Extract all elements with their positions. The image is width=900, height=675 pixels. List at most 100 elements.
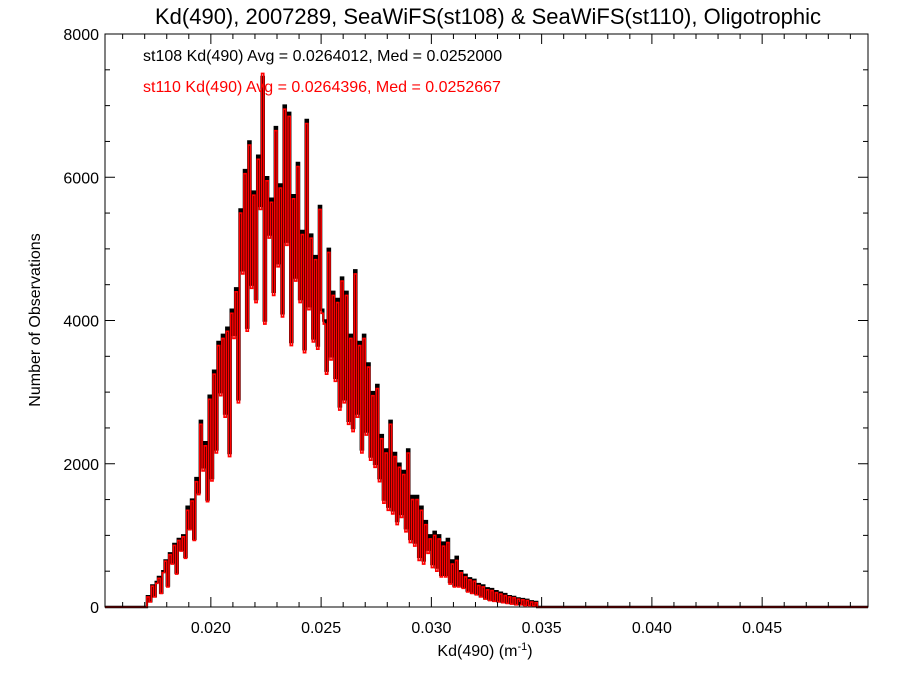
bar-st110-140 xyxy=(414,546,416,607)
bar-st110-120 xyxy=(370,460,372,607)
bar-st108-56 xyxy=(228,453,230,607)
y-tick-label: 4000 xyxy=(63,314,99,331)
x-tick-label: 0.030 xyxy=(411,620,451,637)
y-tick-label: 2000 xyxy=(63,457,99,474)
bar-st108-72 xyxy=(264,321,266,608)
bar-st108-98 xyxy=(321,310,323,607)
bar-st108-146 xyxy=(427,550,429,607)
bar-st108-88 xyxy=(299,299,301,607)
bar-st108-154 xyxy=(445,575,447,607)
bar-st108-92 xyxy=(308,306,310,607)
bar-st110-134 xyxy=(401,517,403,607)
bar-st110-92 xyxy=(308,310,310,607)
bar-st110-122 xyxy=(374,467,376,607)
x-tick-label: 0.025 xyxy=(301,620,341,637)
bar-st110-56 xyxy=(228,457,230,607)
bar-st110-72 xyxy=(264,324,266,607)
x-tick-label: 0.045 xyxy=(742,620,782,637)
bar-st108-74 xyxy=(268,235,270,607)
bar-st108-36 xyxy=(184,557,186,607)
bar-st110-98 xyxy=(321,313,323,607)
bar-st108-136 xyxy=(405,528,407,607)
bar-st110-32 xyxy=(176,574,178,607)
bar-st110-146 xyxy=(427,553,429,607)
bar-st108-170 xyxy=(480,596,482,607)
bar-st108-102 xyxy=(330,356,332,607)
bar-st110-144 xyxy=(423,564,425,607)
bar-st108-34 xyxy=(180,550,182,607)
bar-st108-48 xyxy=(211,478,213,607)
bar-st110-76 xyxy=(273,295,275,607)
bar-st108-156 xyxy=(449,582,451,607)
bar-st108-126 xyxy=(383,500,385,607)
x-tick-label: 0.020 xyxy=(191,620,231,637)
x-tick-label: 0.035 xyxy=(522,620,562,637)
series-line-st110 xyxy=(105,72,868,608)
bar-st110-108 xyxy=(343,403,345,607)
bar-st108-138 xyxy=(409,539,411,607)
bar-st108-118 xyxy=(365,432,367,607)
bar-st108-25 xyxy=(160,593,162,607)
bar-st110-64 xyxy=(246,331,248,607)
bar-st110-112 xyxy=(352,432,354,607)
bar-st110-60 xyxy=(237,403,239,607)
bar-st108-108 xyxy=(343,399,345,607)
bar-st108-162 xyxy=(462,587,464,607)
series-line-st108 xyxy=(105,75,868,609)
bar-st110-52 xyxy=(220,396,222,607)
series-st108 xyxy=(105,75,868,609)
bar-st108-122 xyxy=(374,464,376,607)
bar-st110-172 xyxy=(484,599,486,607)
bar-st110-78 xyxy=(277,267,279,607)
bar-st110-170 xyxy=(480,597,482,607)
bar-st108-128 xyxy=(387,507,389,607)
bar-st108-78 xyxy=(277,263,279,607)
bar-st110-160 xyxy=(458,587,460,607)
y-tick-label: 8000 xyxy=(63,27,99,44)
bar-st108-112 xyxy=(352,428,354,607)
bar-st110-74 xyxy=(268,238,270,607)
bar-st110-42 xyxy=(198,495,200,607)
bar-st110-82 xyxy=(286,245,288,607)
bar-st110-138 xyxy=(409,543,411,607)
chart-title: Kd(490), 2007289, SeaWiFS(st108) & SeaWi… xyxy=(155,4,821,29)
bar-st110-118 xyxy=(365,435,367,607)
bar-st108-76 xyxy=(273,292,275,607)
bar-st108-42 xyxy=(198,492,200,607)
stat-annotations: st108 Kd(490) Avg = 0.0264012, Med = 0.0… xyxy=(143,48,502,96)
bar-st108-152 xyxy=(440,575,442,607)
bar-st110-102 xyxy=(330,360,332,607)
bar-st108-164 xyxy=(467,591,469,607)
bar-st110-22 xyxy=(154,597,156,607)
bar-st110-62 xyxy=(242,274,244,607)
bar-st110-150 xyxy=(436,571,438,607)
bar-st110-25 xyxy=(160,593,162,607)
plot-frame xyxy=(104,33,869,608)
bar-st110-152 xyxy=(440,577,442,607)
bar-st110-46 xyxy=(206,502,208,607)
bar-st110-70 xyxy=(259,209,261,607)
bar-st110-80 xyxy=(281,317,283,607)
bar-st108-120 xyxy=(370,457,372,607)
bar-st108-142 xyxy=(418,557,420,607)
bar-st108-80 xyxy=(281,313,283,607)
bar-st108-22 xyxy=(154,596,156,607)
y-axis: 0 2000 4000 6000 8000 xyxy=(63,27,868,617)
bar-st108-90 xyxy=(303,349,305,607)
bar-st110-94 xyxy=(312,342,314,607)
bar-st108-116 xyxy=(361,449,363,607)
series-st110 xyxy=(105,72,868,608)
bar-st108-124 xyxy=(378,478,380,607)
y-axis-label: Number of Observations xyxy=(27,233,44,406)
bar-st110-96 xyxy=(317,349,319,607)
bar-st110-34 xyxy=(180,551,182,607)
stat-line-st108: st108 Kd(490) Avg = 0.0264012, Med = 0.0… xyxy=(143,48,502,65)
bar-st110-132 xyxy=(396,525,398,607)
bar-st108-40 xyxy=(193,539,195,607)
bar-st108-140 xyxy=(414,543,416,607)
bar-st108-82 xyxy=(286,242,288,607)
bars-layer xyxy=(105,72,868,609)
bar-st108-52 xyxy=(220,392,222,607)
bar-st108-160 xyxy=(458,586,460,607)
stat-line-st110: st110 Kd(490) Avg = 0.0264396, Med = 0.0… xyxy=(143,79,501,96)
